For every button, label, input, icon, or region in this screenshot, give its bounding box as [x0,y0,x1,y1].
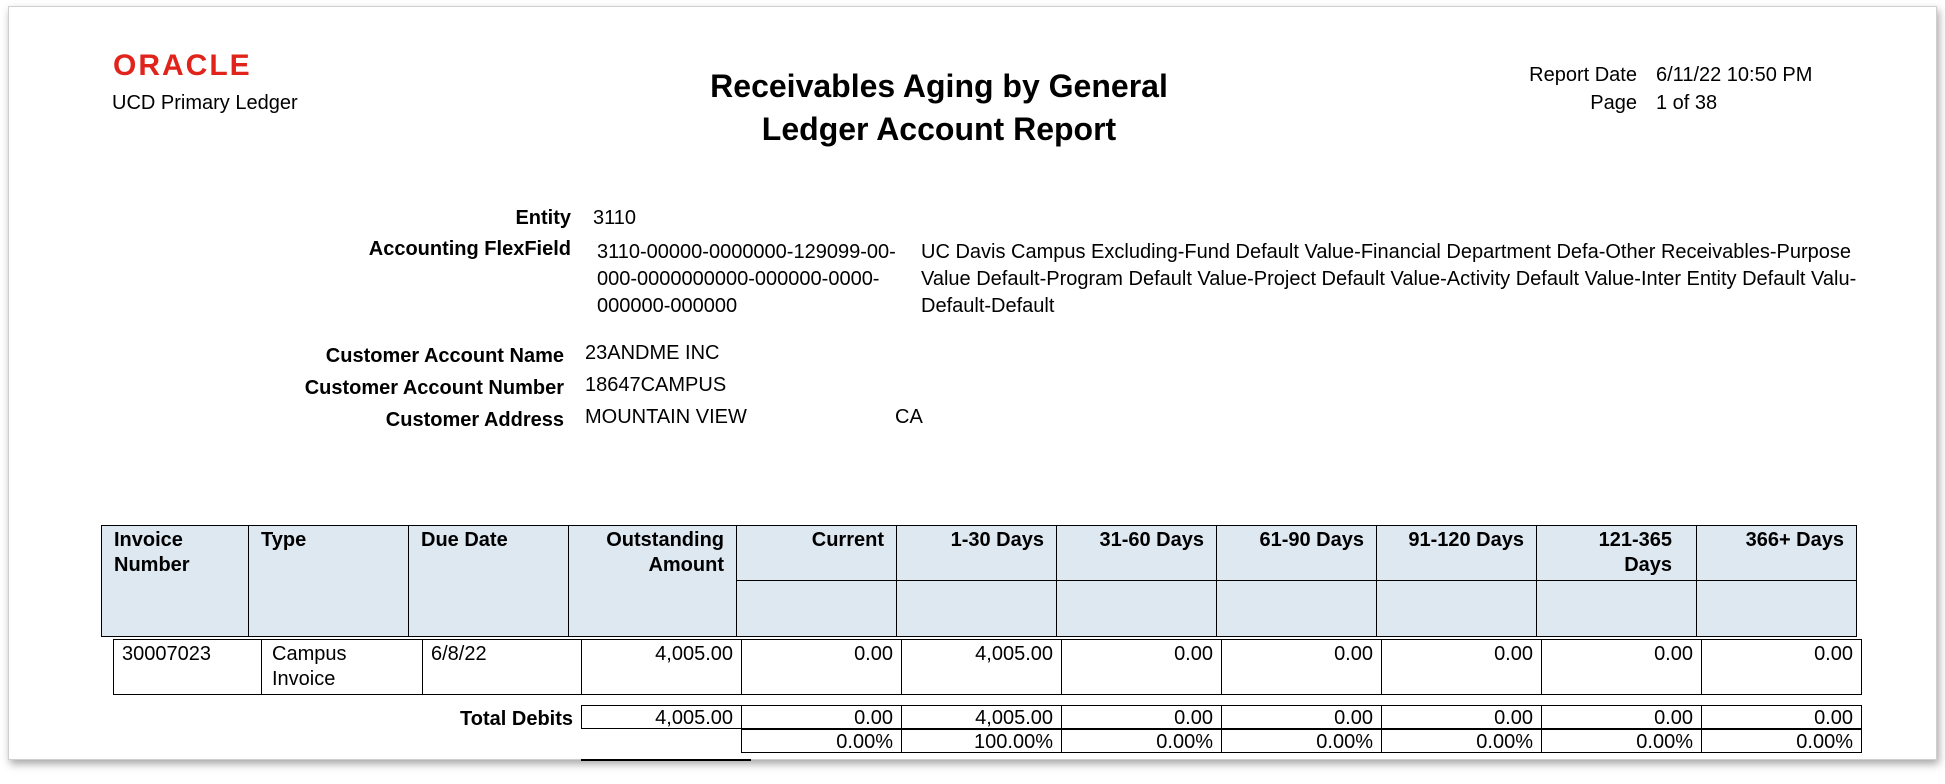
cell-1-30-days: 4,005.00 [901,639,1062,695]
col-header-91-120-days: 91-120 Days [1376,525,1537,581]
total-61-90-days: 0.00 [1221,705,1382,729]
report-date-value: 6/11/22 10:50 PM [1656,64,1813,86]
cell-31-60-days: 0.00 [1061,639,1222,695]
flexfield-code: 3110-00000-0000000-129099-00-000-0000000… [597,241,896,317]
entity-value: 3110 [593,207,637,229]
total-91-120-days: 0.00 [1381,705,1542,729]
percent-current: 0.00% [741,729,902,753]
total-1-30-days: 4,005.00 [901,705,1062,729]
customer-address-label: Customer Address [385,409,564,431]
customer-number-value: 18647CAMPUS [585,374,727,396]
col-header-366-plus-days: 366+ Days [1696,525,1857,581]
percent-31-60-days: 0.00% [1061,729,1222,753]
percent-366-plus-days: 0.00% [1701,729,1862,753]
title-line-2: Ledger Account Report [761,111,1117,147]
cell-91-120-days: 0.00 [1381,639,1542,695]
col-subheader-31-60-days [1056,580,1217,637]
total-debits-label: Total Debits [460,708,573,730]
total-31-60-days: 0.00 [1061,705,1222,729]
customer-name-value: 23ANDME INC [585,342,720,364]
cell-outstanding-amount: 4,005.00 [581,639,742,695]
cell-121-365-days: 0.00 [1541,639,1702,695]
total-366-plus-days: 0.00 [1701,705,1862,729]
cell-type: Campus Invoice [261,639,423,695]
flexfield-label: Accounting FlexField [368,238,571,260]
col-header-current: Current [736,525,897,581]
col-header-type: Type [248,525,409,637]
report-date-label: Report Date [1529,64,1637,86]
col-subheader-current [736,580,897,637]
col-header-61-90-days: 61-90 Days [1216,525,1377,581]
col-header-31-60-days: 31-60 Days [1056,525,1217,581]
oracle-logo: ORACLE [113,49,252,82]
percent-121-365-days: 0.00% [1541,729,1702,753]
page-label: Page [1590,92,1637,114]
total-underline [581,759,751,761]
col-header-outstanding-amount: Outstanding Amount [568,525,737,637]
col-subheader-1-30-days [896,580,1057,637]
cell-due-date: 6/8/22 [422,639,582,695]
col-header-due-date: Due Date [408,525,569,637]
col-subheader-366-plus-days [1696,580,1857,637]
page-value: 1 of 38 [1656,92,1718,114]
total-current: 0.00 [741,705,902,729]
col-subheader-61-90-days [1216,580,1377,637]
customer-name-label: Customer Account Name [325,345,564,367]
percent-61-90-days: 0.00% [1221,729,1382,753]
col-header-invoice-number: Invoice Number [101,525,249,637]
cell-invoice-number: 30007023 [113,639,262,695]
customer-address-city: MOUNTAIN VIEW [585,406,747,428]
total-outstanding-amount: 4,005.00 [581,705,742,729]
report-title: Receivables Aging by General Ledger Acco… [609,65,1269,151]
report-page: ORACLE UCD Primary Ledger Receivables Ag… [8,6,1937,761]
title-line-1: Receivables Aging by General [710,68,1168,104]
cell-61-90-days: 0.00 [1221,639,1382,695]
entity-label: Entity [515,207,571,229]
col-header-1-30-days: 1-30 Days [896,525,1057,581]
col-subheader-121-365-days [1536,580,1697,637]
customer-address-state: CA [895,406,923,428]
percent-1-30-days: 100.00% [901,729,1062,753]
percent-91-120-days: 0.00% [1381,729,1542,753]
cell-current: 0.00 [741,639,902,695]
ledger-name: UCD Primary Ledger [112,92,298,114]
customer-number-label: Customer Account Number [304,377,564,399]
col-header-121-365-days: 121-365 Days [1536,525,1697,581]
cell-366-plus-days: 0.00 [1701,639,1862,695]
col-subheader-91-120-days [1376,580,1537,637]
flexfield-description: UC Davis Campus Excluding-Fund Default V… [921,241,1857,317]
total-121-365-days: 0.00 [1541,705,1702,729]
